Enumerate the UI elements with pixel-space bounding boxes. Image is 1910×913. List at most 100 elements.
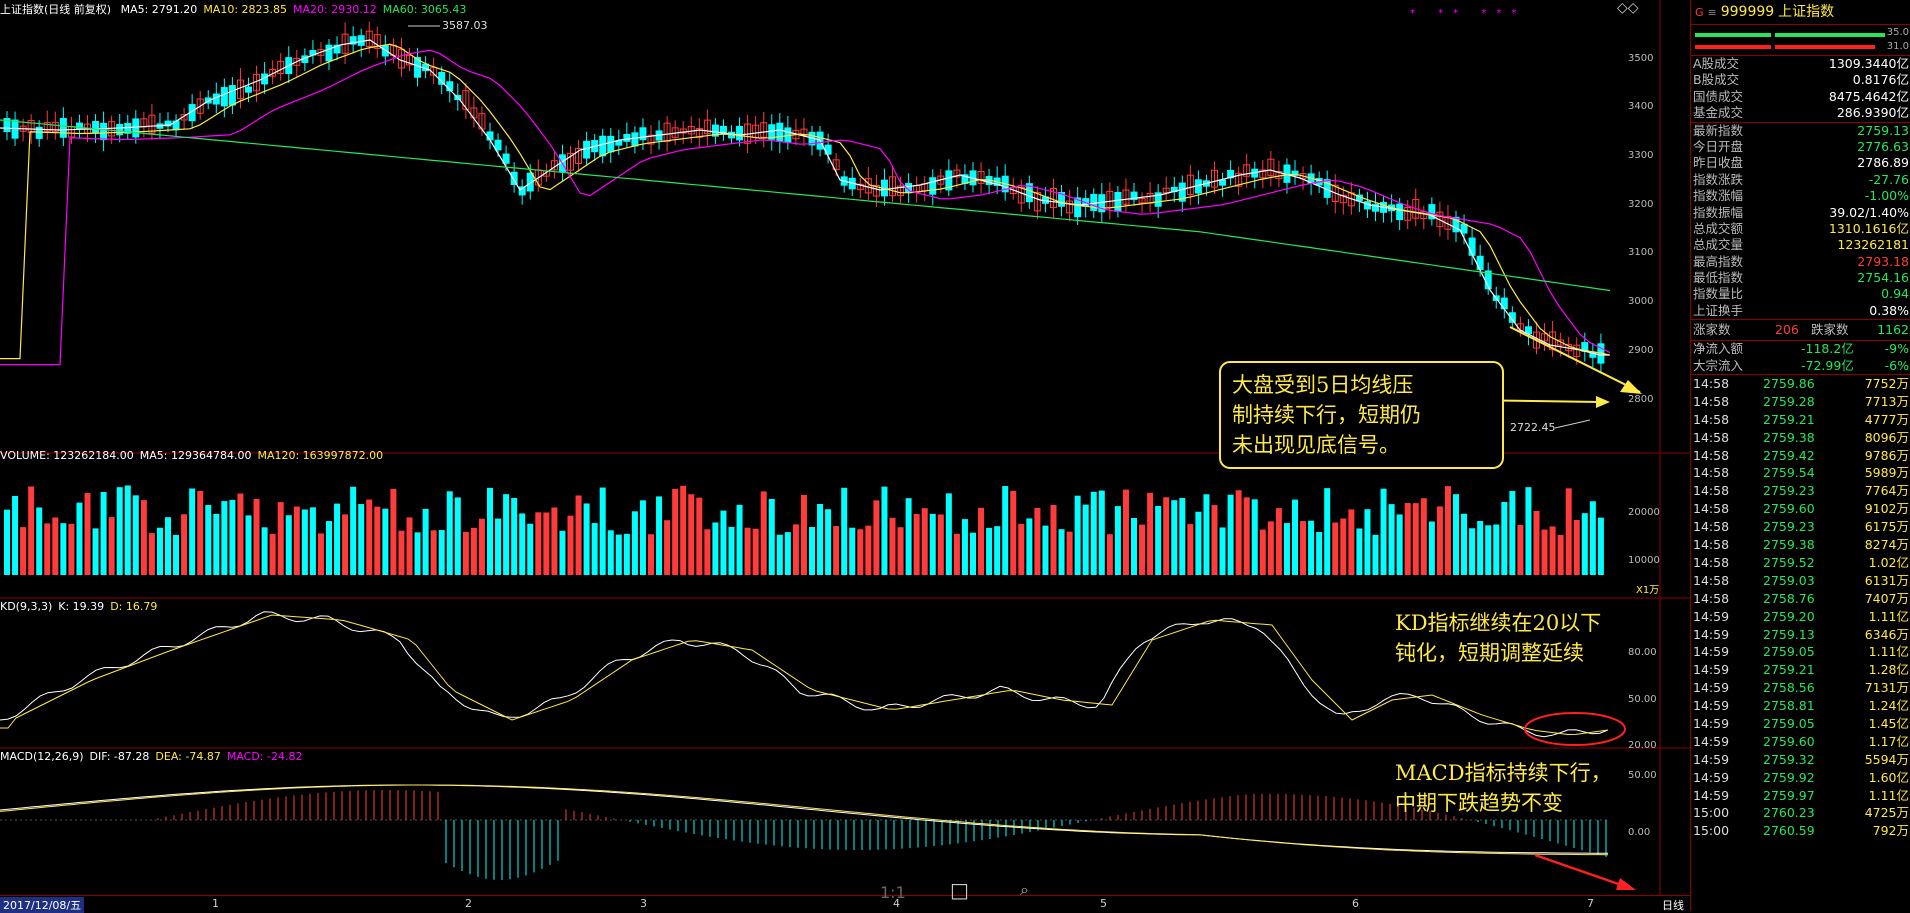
volume-bar <box>1501 501 1508 575</box>
tick-row[interactable]: 14:59 2759.13 6346万 <box>1691 626 1910 644</box>
y-tick-label: 3400 <box>1628 101 1654 112</box>
volume-bar <box>937 514 944 575</box>
tick-row[interactable]: 14:59 2759.60 1.17亿 <box>1691 733 1910 751</box>
volume-bar <box>1469 528 1476 575</box>
volume-bar <box>213 513 220 575</box>
stat-value: 1309.3440亿 <box>1828 56 1909 71</box>
candle-body <box>1211 169 1218 188</box>
volume-bar <box>680 485 687 575</box>
tick-row[interactable]: 14:59 2759.92 1.60亿 <box>1691 769 1910 787</box>
volume-bar <box>800 494 807 575</box>
candle-body <box>832 159 840 170</box>
tick-row[interactable]: 14:59 2758.56 7131万 <box>1691 679 1910 697</box>
tick-row[interactable]: 14:58 2758.76 7407万 <box>1691 590 1910 608</box>
volume-bar <box>929 513 936 575</box>
candlestick-chart[interactable] <box>0 0 1690 895</box>
flow-pct: -9% <box>1884 341 1909 357</box>
flow-pct: -6% <box>1884 357 1909 373</box>
volume-bar <box>961 519 968 575</box>
diamond-icon[interactable]: ◇◇ <box>1617 0 1639 16</box>
tick-volume: 9786万 <box>1864 447 1909 463</box>
current-date[interactable]: 2017/12/08/五 <box>0 897 85 913</box>
volume-bar <box>1332 522 1339 575</box>
tick-row[interactable]: 14:58 2759.38 8274万 <box>1691 536 1910 554</box>
g-icon[interactable]: G <box>1695 6 1704 19</box>
volume-bar <box>648 534 654 575</box>
tick-time: 14:58 <box>1693 376 1730 392</box>
macd-line <box>0 784 1609 856</box>
tick-volume: 1.28亿 <box>1868 662 1909 678</box>
market-stats: A股成交 1309.3440亿 B股成交 0.8176亿 国债成交 8475.4642亿基… <box>1691 56 1910 123</box>
tick-row[interactable]: 14:59 2759.05 1.45亿 <box>1691 715 1910 733</box>
volume-bar <box>1203 494 1210 575</box>
tick-list[interactable]: 14:58 2759.86 7752万 14:58 2759.28 7713万 14:58 2… <box>1691 375 1910 840</box>
volume-bar <box>784 532 791 575</box>
tick-row[interactable]: 14:58 2759.28 7713万 <box>1691 393 1910 411</box>
candle-body <box>1066 200 1074 214</box>
tick-row[interactable]: 14:59 2758.81 1.24亿 <box>1691 697 1910 715</box>
volume-bar <box>1461 513 1468 575</box>
tick-row[interactable]: 14:58 2759.60 9102万 <box>1691 500 1910 518</box>
stat-row: 指数涨幅 -1.00% <box>1691 188 1910 204</box>
volume-bar <box>1589 501 1596 575</box>
volume-bar <box>1050 504 1057 575</box>
y-tick-label: 3000 <box>1628 296 1654 307</box>
zoom-ratio-button[interactable]: 1:1 <box>880 883 906 902</box>
candle-body <box>889 176 896 197</box>
tick-row[interactable]: 14:58 2759.86 7752万 <box>1691 375 1910 393</box>
stat-label: 国债成交 <box>1693 88 1744 104</box>
candle-body <box>75 122 83 130</box>
volume-bar <box>978 507 985 575</box>
month-label: 7 <box>1587 897 1594 910</box>
candle-body <box>124 123 132 134</box>
month-label: 5 <box>1100 897 1107 910</box>
candle-body <box>317 49 325 56</box>
volume-bar <box>374 506 381 575</box>
stat-value: 123262181 <box>1837 237 1909 253</box>
tick-row[interactable]: 14:58 2759.54 5989万 <box>1691 464 1910 482</box>
stat-value: 2793.18 <box>1857 253 1909 269</box>
macd-arrow-head <box>1616 878 1636 890</box>
tick-row[interactable]: 14:58 2759.23 6175万 <box>1691 518 1910 536</box>
tick-row[interactable]: 14:58 2759.23 7764万 <box>1691 482 1910 500</box>
volume-bar <box>1340 518 1347 575</box>
candle-body <box>679 128 687 134</box>
tick-row[interactable]: 14:58 2759.03 6131万 <box>1691 572 1910 590</box>
tick-row[interactable]: 14:58 2759.52 1.02亿 <box>1691 554 1910 572</box>
tick-time: 14:58 <box>1693 465 1730 481</box>
tick-row[interactable]: 14:59 2759.21 1.28亿 <box>1691 661 1910 679</box>
stat-label: 指数量比 <box>1693 286 1744 302</box>
candle-body <box>373 34 381 49</box>
volume-bar <box>535 512 542 575</box>
tick-time: 14:59 <box>1693 626 1730 642</box>
tick-row[interactable]: 14:59 2759.05 1.11亿 <box>1691 643 1910 661</box>
menu-icon[interactable]: ≡ <box>1707 6 1717 19</box>
tick-row[interactable]: 15:00 2760.59 792万 <box>1691 822 1910 840</box>
tick-time: 15:00 <box>1693 805 1730 821</box>
volume-bar <box>221 501 228 575</box>
zoom-icon[interactable]: ⌕ <box>1020 880 1029 899</box>
fullscreen-icon[interactable]: □ <box>950 878 969 902</box>
period-button[interactable]: 日线 <box>1662 899 1684 912</box>
stat-label: 基金成交 <box>1693 105 1744 121</box>
tick-row[interactable]: 15:00 2760.23 4725万 <box>1691 804 1910 822</box>
tick-volume: 4777万 <box>1864 411 1909 427</box>
candle-body <box>1130 191 1138 201</box>
candle-body <box>647 134 655 145</box>
volume-bar <box>986 527 993 575</box>
tick-time: 14:59 <box>1693 662 1730 678</box>
volume-bar <box>809 526 815 575</box>
volume-bar <box>994 526 1001 575</box>
tick-price: 2759.60 <box>1763 733 1815 749</box>
volume-bar <box>1396 514 1403 575</box>
tick-row[interactable]: 14:59 2759.97 1.11亿 <box>1691 787 1910 805</box>
tick-time: 14:58 <box>1693 411 1730 427</box>
main-chart-header: 上证指数(日线 前复权) MA5: 2791.20 MA10: 2823.85 MA… <box>0 1 478 17</box>
tick-price: 2759.54 <box>1763 465 1815 481</box>
tick-row[interactable]: 14:59 2759.20 1.11亿 <box>1691 608 1910 626</box>
tick-row[interactable]: 14:59 2759.32 5594万 <box>1691 751 1910 769</box>
tick-row[interactable]: 14:58 2759.21 4777万 <box>1691 411 1910 429</box>
stat-row: 总成交额 1310.1616亿 <box>1691 221 1910 237</box>
tick-row[interactable]: 14:58 2759.38 8096万 <box>1691 429 1910 447</box>
tick-row[interactable]: 14:58 2759.42 9786万 <box>1691 447 1910 465</box>
